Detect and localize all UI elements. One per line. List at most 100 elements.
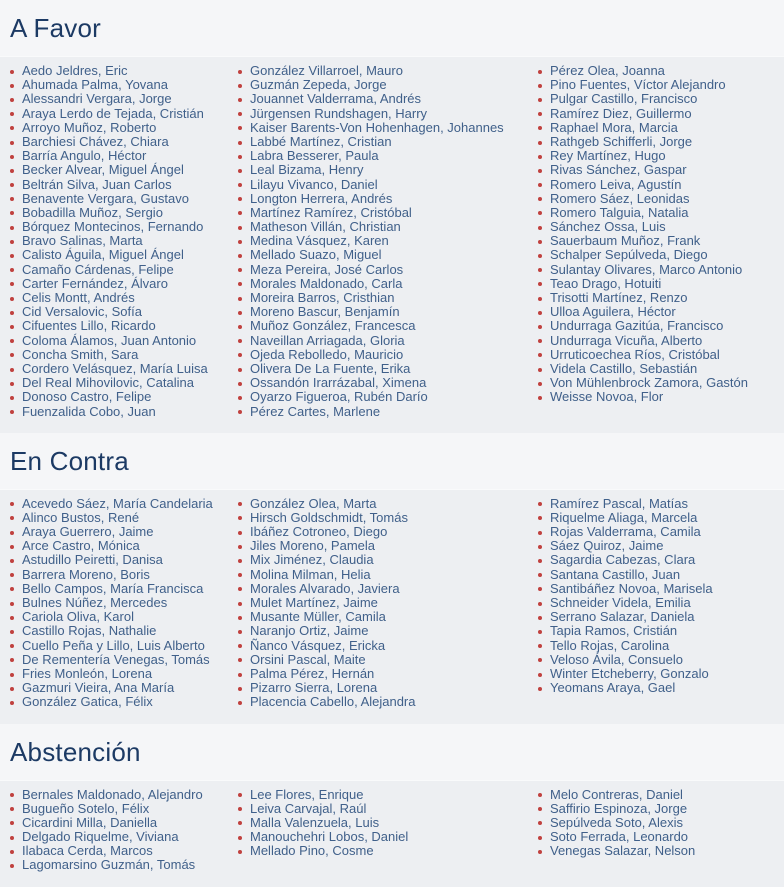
list-item: Teao Drago, Hotuiti bbox=[538, 276, 774, 291]
person-name: Raphael Mora, Marcia bbox=[550, 119, 678, 135]
bullet-icon bbox=[538, 367, 542, 372]
person-name: Arce Castro, Mónica bbox=[22, 538, 140, 554]
person-name: Jiles Moreno, Pamela bbox=[250, 538, 375, 554]
list-item: Labra Besserer, Paula bbox=[238, 148, 528, 164]
person-name: De Rementería Venegas, Tomás bbox=[22, 651, 210, 667]
person-name: Naranjo Ortiz, Jaime bbox=[250, 623, 369, 639]
list-item: Barchiesi Chávez, Chiara bbox=[10, 134, 228, 149]
list-item: Bravo Salinas, Marta bbox=[10, 234, 228, 248]
person-name: Camaño Cárdenas, Felipe bbox=[22, 261, 174, 277]
list-item: Winter Etcheberry, Gonzalo bbox=[538, 665, 774, 681]
bullet-icon bbox=[538, 559, 542, 564]
person-name: Videla Castillo, Sebastián bbox=[550, 360, 698, 376]
bullet-icon bbox=[238, 658, 242, 663]
list-item: Celis Montt, Andrés bbox=[10, 290, 228, 305]
bullet-icon bbox=[10, 310, 14, 315]
person-name: Winter Etcheberry, Gonzalo bbox=[550, 665, 709, 681]
bullet-icon bbox=[538, 83, 542, 88]
list-item: Benavente Vergara, Gustavo bbox=[10, 191, 228, 206]
person-name: Santana Castillo, Juan bbox=[550, 566, 681, 582]
person-name: Moreno Bascur, Benjamín bbox=[250, 304, 400, 320]
person-name: Astudillo Peiretti, Danisa bbox=[22, 552, 163, 568]
list-item: Leiva Carvajal, Raúl bbox=[238, 801, 528, 816]
name-column: Lee Flores, Enrique Leiva Carvajal, Raúl M… bbox=[228, 786, 528, 859]
bullet-icon bbox=[238, 69, 242, 74]
person-name: Celis Montt, Andrés bbox=[22, 290, 135, 305]
section-header-en-contra: En Contra bbox=[0, 432, 784, 490]
list-item: Molina Milman, Helia bbox=[238, 567, 528, 582]
list-item: Naranjo Ortiz, Jaime bbox=[238, 624, 528, 638]
list-item: Matheson Villán, Christian bbox=[238, 219, 528, 234]
list-item: Tello Rojas, Carolina bbox=[538, 638, 774, 653]
bullet-icon bbox=[538, 239, 542, 244]
bullet-icon bbox=[10, 516, 14, 521]
bullet-icon bbox=[10, 395, 14, 400]
person-name: Rojas Valderrama, Camila bbox=[550, 524, 701, 540]
person-name: Lagomarsino Guzmán, Tomás bbox=[22, 857, 196, 873]
bullet-icon bbox=[10, 168, 14, 173]
person-name: Labra Besserer, Paula bbox=[250, 148, 379, 164]
person-name: Morales Maldonado, Carla bbox=[250, 275, 403, 291]
bullet-icon bbox=[238, 97, 242, 102]
list-item: Camaño Cárdenas, Felipe bbox=[10, 261, 228, 277]
person-name: Soto Ferrada, Leonardo bbox=[550, 829, 689, 845]
bullet-icon bbox=[10, 381, 14, 386]
person-name: Leal Bizama, Henry bbox=[250, 162, 364, 178]
person-name: Morales Alvarado, Javiera bbox=[250, 580, 400, 596]
person-name: Sepúlveda Soto, Alexis bbox=[550, 814, 683, 830]
list-item: Santana Castillo, Juan bbox=[538, 566, 774, 582]
list-item: Alinco Bustos, René bbox=[10, 510, 228, 525]
person-name: Cuello Peña y Lillo, Luis Alberto bbox=[22, 637, 205, 653]
bullet-icon bbox=[238, 140, 242, 145]
person-name: Becker Alvear, Miguel Ángel bbox=[22, 162, 184, 178]
person-name: Sulantay Olivares, Marco Antonio bbox=[550, 261, 743, 277]
list-item: Ñanco Vásquez, Ericka bbox=[238, 638, 528, 653]
person-name: Aedo Jeldres, Eric bbox=[22, 63, 128, 78]
vote-section-abstencion: Abstención Bernales Maldonado, Alejandro B… bbox=[0, 723, 784, 887]
person-name: Gazmuri Vieira, Ana María bbox=[22, 680, 175, 696]
list-item: Longton Herrera, Andrés bbox=[238, 191, 528, 206]
list-item: Romero Leiva, Agustín bbox=[538, 177, 774, 192]
bullet-icon bbox=[538, 254, 542, 259]
list-item: Schneider Videla, Emilia bbox=[538, 595, 774, 610]
list-item: Kaiser Barents-Von Hohenhagen, Johannes bbox=[238, 120, 528, 135]
bullet-icon bbox=[10, 112, 14, 117]
person-name: Yeomans Araya, Gael bbox=[550, 680, 676, 696]
list-item: Arce Castro, Mónica bbox=[10, 539, 228, 553]
name-column: González Olea, Marta Hirsch Goldschmidt, … bbox=[228, 496, 528, 710]
bullet-icon bbox=[238, 573, 242, 578]
bullet-icon bbox=[10, 686, 14, 691]
bullet-icon bbox=[538, 629, 542, 634]
bullet-icon bbox=[238, 672, 242, 677]
person-name: Melo Contreras, Daniel bbox=[550, 786, 683, 802]
list-item: Melo Contreras, Daniel bbox=[538, 786, 774, 802]
person-name: Ossandón Irarrázabal, Ximena bbox=[250, 375, 427, 391]
bullet-icon bbox=[10, 644, 14, 649]
person-name: Undurraga Gazitúa, Francisco bbox=[550, 318, 724, 334]
bullet-icon bbox=[238, 310, 242, 315]
bullet-icon bbox=[238, 367, 242, 372]
bullet-icon bbox=[238, 587, 242, 592]
bullet-icon bbox=[10, 530, 14, 535]
list-item: Martínez Ramírez, Cristóbal bbox=[238, 205, 528, 220]
list-item: Fries Monleón, Lorena bbox=[10, 666, 228, 681]
bullet-icon bbox=[10, 296, 14, 301]
person-name: Jouannet Valderrama, Andrés bbox=[250, 91, 422, 107]
bullet-icon bbox=[10, 573, 14, 578]
list-item: Gazmuri Vieira, Ana María bbox=[10, 680, 228, 696]
bullet-icon bbox=[538, 502, 542, 507]
list-item: Mix Jiménez, Claudia bbox=[238, 553, 528, 567]
person-name: Olivera De La Fuente, Erika bbox=[250, 360, 411, 376]
person-name: Lee Flores, Enrique bbox=[250, 786, 364, 802]
bullet-icon bbox=[238, 381, 242, 386]
list-item: Soto Ferrada, Leonardo bbox=[538, 829, 774, 845]
bullet-icon bbox=[538, 211, 542, 216]
list-item: Concha Smith, Sara bbox=[10, 347, 228, 362]
bullet-icon bbox=[238, 339, 242, 344]
bullet-icon bbox=[10, 254, 14, 259]
bullet-icon bbox=[10, 793, 14, 798]
person-name: Mulet Martínez, Jaime bbox=[250, 595, 378, 610]
list-item: Bórquez Montecinos, Fernando bbox=[10, 219, 228, 234]
person-name: Ramírez Diez, Guillermo bbox=[550, 105, 692, 121]
bullet-icon bbox=[238, 225, 242, 230]
